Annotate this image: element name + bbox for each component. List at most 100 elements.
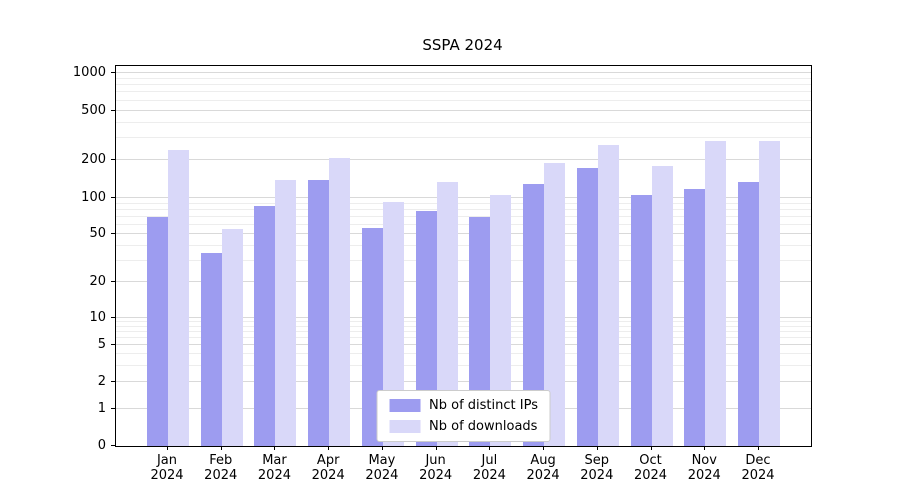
gridline-major [116, 197, 811, 198]
bar-distinct-ips [630, 195, 652, 446]
gridline-minor [116, 244, 811, 246]
y-tick-label: 0 [97, 438, 106, 453]
bar-distinct-ips [576, 167, 598, 446]
gridline-minor [116, 137, 811, 139]
bar-downloads [651, 166, 673, 446]
y-tick-mark [111, 445, 115, 446]
bar-distinct-ips [738, 181, 759, 446]
x-tick-mark [381, 446, 383, 450]
bar-downloads [329, 157, 351, 446]
y-tick-label: 1000 [72, 65, 106, 80]
bar-downloads [275, 179, 297, 446]
x-tick-mark [758, 446, 759, 450]
y-tick-mark [111, 280, 115, 282]
x-tick-mark [650, 446, 652, 450]
bar-downloads [705, 141, 727, 446]
gridline-minor [116, 223, 811, 225]
bar-downloads [168, 150, 189, 446]
legend-item-downloads: Nb of downloads [389, 419, 538, 434]
gridline-minor [116, 91, 811, 93]
x-tick-label: Feb 2024 [204, 453, 238, 483]
x-tick-mark [543, 446, 545, 450]
gridline-major [116, 109, 811, 111]
gridline-major [116, 159, 811, 161]
y-tick-mark [111, 408, 115, 409]
bar-downloads [490, 195, 512, 446]
gridline-minor [116, 331, 811, 333]
bar-downloads [544, 163, 566, 446]
gridline-minor [116, 353, 811, 355]
x-tick-label: Mar 2024 [257, 453, 291, 483]
legend-swatch-distinct-ips [389, 399, 421, 412]
x-tick-label: Oct 2024 [633, 453, 668, 483]
x-tick-mark [220, 446, 222, 450]
x-tick-label: May 2024 [365, 453, 399, 483]
bar-downloads [436, 181, 458, 446]
gridline-minor [116, 215, 811, 217]
x-tick-label: Apr 2024 [311, 453, 345, 483]
legend-swatch-downloads [389, 420, 421, 433]
bar-downloads [382, 202, 404, 446]
x-tick-label: Jul 2024 [472, 453, 506, 483]
y-tick-mark [111, 109, 115, 111]
y-tick-label: 5 [97, 337, 106, 353]
bar-distinct-ips [415, 210, 437, 446]
gridline-minor [116, 121, 811, 123]
gridline-minor [116, 321, 811, 323]
bar-downloads [597, 145, 619, 446]
bar-distinct-ips [684, 189, 706, 446]
y-tick-mark [111, 197, 115, 198]
y-tick-mark [111, 159, 115, 161]
legend-label-downloads: Nb of downloads [429, 419, 538, 434]
gridline-minor [116, 77, 811, 79]
plot-area: Nb of distinct IPs Nb of downloads [115, 65, 812, 447]
bar-distinct-ips [254, 206, 276, 446]
x-tick-label: Dec 2024 [741, 453, 775, 483]
x-tick-mark [435, 446, 437, 450]
x-tick-label: Nov 2024 [687, 453, 721, 483]
gridline-major [116, 233, 811, 235]
x-tick-mark [704, 446, 706, 450]
x-tick-mark [274, 446, 276, 450]
x-tick-mark [489, 446, 491, 450]
gridline-major [116, 344, 811, 346]
gridline-minor [116, 202, 811, 204]
gridline-major [116, 280, 811, 282]
gridline-minor [116, 364, 811, 366]
bar-distinct-ips [200, 252, 222, 446]
x-tick-mark [167, 446, 168, 450]
gridline-minor [116, 84, 811, 86]
legend: Nb of distinct IPs Nb of downloads [376, 390, 551, 442]
x-tick-label: Sep 2024 [580, 453, 614, 483]
y-tick-label: 2 [97, 373, 106, 389]
chart-title: SSPA 2024 [422, 36, 503, 54]
bar-distinct-ips [469, 216, 491, 446]
bar-downloads [759, 141, 780, 446]
gridline-minor [116, 259, 811, 261]
y-tick-label: 10 [89, 310, 106, 325]
x-tick-mark [328, 446, 330, 450]
y-tick-mark [111, 317, 115, 318]
legend-label-distinct-ips: Nb of distinct IPs [429, 398, 538, 413]
y-tick-mark [111, 344, 115, 346]
bar-downloads [221, 229, 243, 446]
y-tick-label: 20 [89, 273, 106, 289]
x-tick-mark [596, 446, 598, 450]
x-tick-label: Jun 2024 [419, 453, 453, 483]
y-tick-mark [111, 233, 115, 235]
x-tick-label: Aug 2024 [526, 453, 560, 483]
gridline-minor [116, 99, 811, 101]
y-tick-mark [111, 380, 115, 382]
gridline-major [116, 72, 811, 73]
x-tick-label: Jan 2024 [150, 453, 184, 483]
gridline-minor [116, 208, 811, 210]
legend-item-distinct-ips: Nb of distinct IPs [389, 398, 538, 413]
bar-distinct-ips [147, 216, 168, 446]
bar-distinct-ips [523, 183, 545, 446]
bar-distinct-ips [308, 179, 330, 446]
y-tick-label: 500 [81, 102, 106, 118]
gridline-major [116, 380, 811, 382]
gridline-major [116, 317, 811, 318]
y-tick-label: 1 [97, 401, 106, 416]
